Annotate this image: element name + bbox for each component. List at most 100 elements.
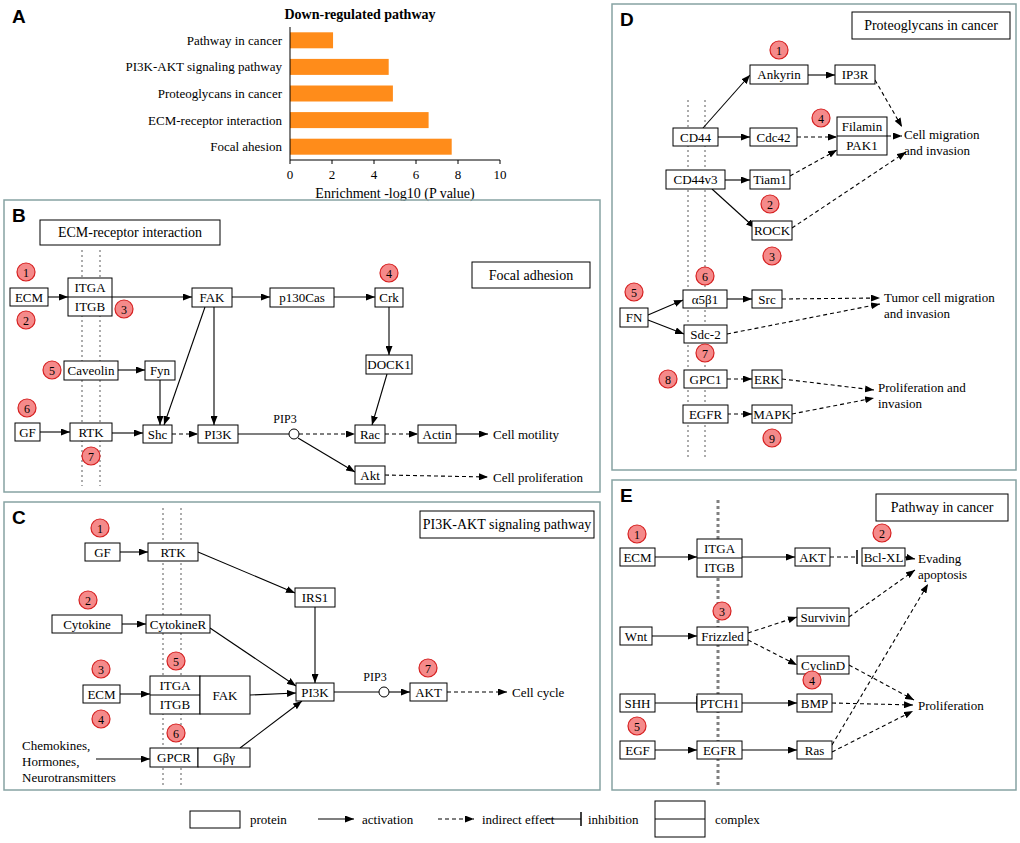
badge-number: 1 [23, 266, 29, 280]
node-label: EGFR [703, 743, 737, 758]
node-label: BMP [801, 696, 828, 711]
panel-c: CPI3K-AKT signaling pathwayGF1RTKIRS1Cyt… [4, 502, 600, 790]
panel-letter: A [12, 6, 26, 27]
edge [790, 150, 837, 176]
tick [290, 160, 291, 164]
node-label: IRS1 [302, 590, 329, 605]
node-box [52, 615, 122, 633]
node-box [200, 676, 250, 714]
title-box [876, 494, 1008, 521]
outcome-text: Cell motility [493, 427, 560, 442]
node-label: ECM [623, 550, 652, 565]
badge-number: 3 [121, 303, 127, 317]
tick-label: 6 [413, 167, 420, 182]
edge [447, 691, 507, 692]
edge [655, 702, 697, 703]
outcome-text: Neurotransmitters [22, 770, 116, 785]
panel-frame [4, 502, 600, 790]
edge [372, 374, 387, 425]
badge-number: 4 [386, 267, 392, 281]
node-box [752, 221, 792, 240]
node-box [797, 694, 832, 712]
edge [388, 307, 389, 355]
node-label: CD44 [680, 130, 712, 145]
panel-frame [612, 480, 1016, 790]
node-box [683, 290, 727, 308]
badge-number: 4 [98, 713, 104, 727]
node-label: PIP3 [363, 670, 386, 684]
node-box [835, 65, 875, 84]
node-label: GPC1 [690, 372, 722, 387]
edge [742, 749, 797, 750]
node-box [697, 539, 742, 577]
node-label: PTCH1 [700, 696, 740, 711]
key-label: indirect effect [482, 812, 555, 827]
node-box [15, 423, 40, 441]
node-label: Gβγ [213, 750, 235, 765]
edge [648, 300, 683, 315]
node-label: DOCK1 [367, 357, 410, 372]
node-label: Survivin [801, 610, 846, 625]
bar [290, 139, 452, 155]
badge-number: 6 [702, 270, 708, 284]
node-box [697, 627, 748, 645]
edge [314, 607, 315, 683]
node-label: AKT [415, 685, 442, 700]
node-box [620, 627, 652, 645]
node-label: Caveolin [68, 363, 115, 378]
node-label: IP3R [842, 67, 869, 82]
node-label: EGFR [689, 407, 723, 422]
edge [830, 556, 857, 557]
badge-number: 3 [769, 250, 775, 264]
y-axis [290, 27, 291, 160]
edge [96, 758, 150, 759]
node-box [797, 608, 849, 626]
edge [318, 818, 354, 819]
node-label: ECM [87, 687, 116, 702]
badge [696, 267, 714, 285]
complex-divider [837, 136, 887, 137]
badge-number: 6 [24, 402, 30, 416]
badge-number: 1 [97, 522, 103, 536]
node-label: FN [626, 310, 643, 325]
badge-number: 1 [634, 528, 640, 542]
node-box [620, 308, 648, 327]
edge [456, 433, 488, 434]
bars [290, 32, 452, 154]
node-label: ROCK [754, 223, 791, 238]
edge [385, 433, 418, 434]
node-label: Rac [360, 427, 380, 442]
outcome-text: Evading [918, 551, 962, 566]
key-label: inhibition [588, 812, 639, 827]
node-label: ITGA [159, 678, 191, 693]
badge-number: 3 [719, 605, 725, 619]
edge [334, 691, 379, 692]
edge [385, 475, 488, 477]
node-label: PIP3 [273, 412, 296, 426]
badge-number: 7 [425, 662, 431, 676]
node-box [64, 361, 118, 380]
badge-number: 5 [173, 655, 179, 669]
edge [742, 556, 795, 557]
node-box [684, 370, 727, 388]
edge [118, 369, 145, 370]
badge [380, 264, 398, 282]
bar [290, 59, 389, 75]
complex-divider [68, 297, 112, 298]
node-label: ITGA [74, 280, 106, 295]
edge [832, 703, 913, 705]
badge [625, 283, 643, 301]
node-box [146, 615, 210, 633]
badge [17, 263, 35, 281]
edge [438, 818, 474, 819]
edge [112, 296, 192, 297]
node-label: CytokineR [150, 617, 207, 632]
tick [416, 160, 417, 164]
node-box [148, 543, 198, 561]
edge [782, 298, 880, 299]
edge [652, 635, 697, 636]
node-label: EGF [625, 743, 650, 758]
edge [334, 296, 375, 297]
edge [849, 570, 915, 617]
edge [887, 135, 902, 136]
